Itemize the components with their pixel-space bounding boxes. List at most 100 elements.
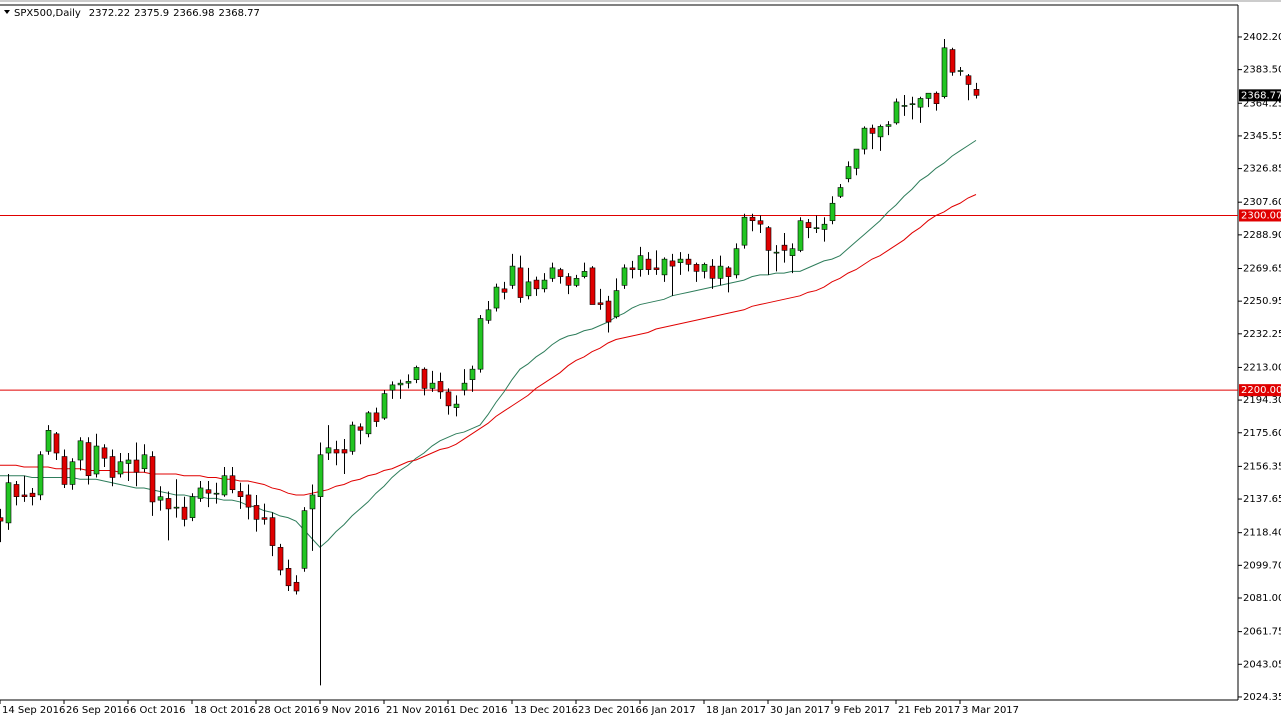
- candle-body: [101, 447, 108, 459]
- candle-body: [597, 302, 604, 305]
- x-tick-label: 9 Nov 2016: [322, 705, 380, 716]
- y-tick-label: 2194.30: [1243, 395, 1281, 406]
- candle-body: [245, 494, 252, 508]
- x-tick-label: 23 Dec 2016: [578, 705, 642, 716]
- candle-body: [45, 430, 52, 452]
- candle-body: [213, 492, 220, 495]
- y-tick-label: 2156.35: [1243, 461, 1281, 472]
- candle-body: [901, 105, 908, 107]
- level-label-box: [1239, 209, 1281, 222]
- candle-body: [965, 75, 972, 85]
- candle-body: [885, 124, 892, 127]
- candle-body: [357, 426, 364, 431]
- y-tick-label: 2326.85: [1243, 164, 1281, 175]
- y-tick-label: 2175.60: [1243, 428, 1281, 439]
- candle-body: [109, 456, 116, 478]
- candle-body: [925, 92, 932, 99]
- y-tick-label: 2081.00: [1243, 593, 1281, 604]
- y-tick-label: 2383.50: [1243, 65, 1281, 76]
- candle-body: [293, 581, 300, 592]
- x-tick-label: 18 Jan 2017: [706, 705, 766, 716]
- last-price-label: 2368.77: [1241, 90, 1281, 101]
- y-tick-label: 2099.70: [1243, 560, 1281, 571]
- x-tick-label: 1 Dec 2016: [450, 705, 508, 716]
- y-tick-label: 2402.20: [1243, 32, 1281, 43]
- candle-body: [613, 290, 620, 318]
- candle-body: [781, 244, 788, 251]
- candle-body: [565, 276, 572, 286]
- candle-body: [237, 491, 244, 497]
- candle-body: [653, 267, 660, 270]
- candle-body: [549, 267, 556, 279]
- candle-body: [341, 449, 348, 454]
- candle-body: [301, 510, 308, 569]
- candle-body: [445, 391, 452, 407]
- candle-body: [933, 92, 940, 104]
- y-tick-label: 2307.60: [1243, 197, 1281, 208]
- candle-body: [29, 492, 36, 497]
- candle-body: [909, 103, 916, 105]
- candle-body: [677, 258, 684, 263]
- candle-body: [389, 384, 396, 391]
- candle-body: [197, 487, 204, 499]
- candle-body: [165, 498, 172, 510]
- candle-body: [541, 279, 548, 290]
- candle-body: [709, 265, 716, 279]
- candle-body: [685, 258, 692, 265]
- y-tick-label: 2345.55: [1243, 131, 1281, 142]
- candle-body: [749, 216, 756, 222]
- candle-body: [253, 505, 260, 520]
- candle-body: [37, 454, 44, 496]
- candle-body: [701, 264, 708, 272]
- candle-body: [61, 456, 68, 485]
- x-tick-label: 3 Mar 2017: [962, 705, 1019, 716]
- x-tick-label: 14 Sep 2016: [2, 705, 65, 716]
- header: SPX500,Daily 2372.22 2375.9 2366.98 2368.77: [14, 8, 260, 19]
- candle-body: [333, 449, 340, 454]
- candle-body: [173, 506, 180, 509]
- candle-body: [941, 47, 948, 98]
- candle-body: [53, 433, 60, 454]
- candle-body: [733, 248, 740, 276]
- candle-body: [141, 454, 148, 470]
- candle-body: [821, 223, 828, 230]
- x-tick-label: 28 Oct 2016: [258, 705, 320, 716]
- candle-body: [957, 70, 964, 72]
- plot-area: [0, 39, 1238, 686]
- candle-body: [277, 547, 284, 571]
- candle-body: [805, 222, 812, 229]
- candle-body: [189, 496, 196, 518]
- candle-body: [21, 494, 28, 497]
- candle-body: [837, 187, 844, 197]
- x-tick-label: 6 Oct 2016: [130, 705, 185, 716]
- candle-body: [789, 248, 796, 256]
- candle-body: [949, 49, 956, 73]
- menu-arrow: [4, 10, 10, 14]
- x-tick-label: 30 Jan 2017: [770, 705, 830, 716]
- candle-body: [757, 220, 764, 225]
- candle-body: [461, 382, 468, 391]
- last-price-box: [1239, 89, 1281, 102]
- candle-body: [373, 412, 380, 422]
- candle-body: [765, 227, 772, 251]
- candle-body: [525, 281, 532, 297]
- candle-body: [469, 368, 476, 380]
- candle-body: [517, 267, 524, 298]
- x-tick-label: 13 Dec 2016: [514, 705, 578, 716]
- candle-body: [797, 220, 804, 251]
- level-label: 2300.00: [1241, 210, 1281, 221]
- y-tick-label: 2288.90: [1243, 230, 1281, 241]
- candle-body: [397, 382, 404, 386]
- candle-body: [365, 412, 372, 435]
- y-tick-label: 2118.40: [1243, 528, 1281, 539]
- candle-body: [477, 318, 484, 370]
- candle-body: [877, 126, 884, 138]
- y-tick-label: 2043.05: [1243, 659, 1281, 670]
- candle-body: [229, 475, 236, 491]
- candle-body: [853, 148, 860, 169]
- candle-body: [621, 267, 628, 286]
- candle-body: [93, 445, 100, 475]
- candle-body: [645, 258, 652, 270]
- x-tick-label: 9 Feb 2017: [834, 705, 890, 716]
